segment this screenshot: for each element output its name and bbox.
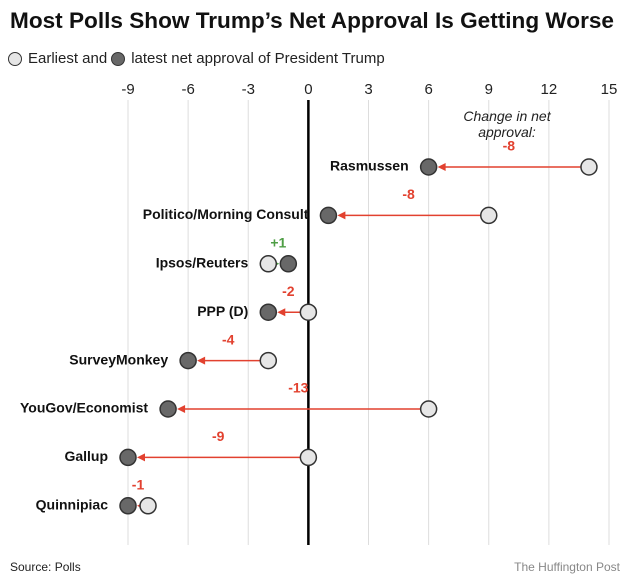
category-label: YouGov/Economist (20, 400, 148, 416)
category-label: Rasmussen (330, 158, 409, 174)
x-tick-label: 6 (424, 81, 432, 98)
x-tick-label: 15 (601, 81, 618, 98)
latest-dot (119, 448, 137, 467)
change-label: -13 (288, 380, 308, 396)
x-tick-label: 3 (364, 81, 372, 98)
latest-dot (419, 158, 438, 176)
category-label: Politico/Morning Consult (143, 206, 309, 222)
earliest-dot (259, 255, 278, 273)
arrow-head (177, 405, 186, 413)
category-label: PPP (D) (197, 303, 248, 319)
change-label: -9 (212, 428, 225, 444)
category-label: Quinnipiac (36, 497, 109, 513)
earliest-dot (259, 351, 278, 370)
latest-dot (319, 206, 338, 225)
latest-dot (159, 400, 177, 418)
change-label: -8 (402, 186, 415, 202)
legend-swatch (8, 51, 22, 66)
arrow-head (197, 356, 206, 365)
earliest-dot (419, 400, 438, 418)
legend: Earliest and latest net approval of Pres… (8, 50, 389, 67)
change-label: +1 (270, 235, 286, 251)
latest-dot (179, 351, 197, 370)
chart-title: Most Polls Show Trump’s Net Approval Is … (10, 8, 614, 33)
change-label: -8 (503, 138, 516, 154)
earliest-dot (299, 303, 318, 321)
x-tick-label: -3 (242, 81, 255, 98)
earliest-dot (299, 448, 318, 467)
category-label: SurveyMonkey (69, 351, 168, 367)
change-label: -4 (222, 331, 235, 347)
change-label: -1 (132, 477, 145, 493)
latest-dot (279, 255, 298, 273)
change-label: -2 (282, 283, 295, 299)
arrow-head (137, 453, 145, 462)
x-tick-label: 12 (541, 81, 558, 98)
annotation: Change in net approval: (463, 108, 551, 140)
latest-dot (119, 497, 137, 515)
x-tick-label: -6 (181, 81, 194, 98)
latest-dot (259, 303, 278, 321)
credit: The Huffington Post (514, 560, 620, 574)
source: Source: Polls (10, 560, 81, 574)
earliest-dot (139, 497, 157, 515)
category-label: Gallup (64, 448, 108, 464)
arrow-head (337, 211, 346, 220)
legend-label: Earliest and (28, 50, 108, 67)
x-tick-label: 9 (485, 81, 493, 98)
category-label: Ipsos/Reuters (156, 255, 249, 271)
x-tick-label: -9 (121, 81, 134, 98)
legend-swatch (111, 51, 126, 66)
x-tick-label: 0 (304, 81, 312, 98)
arrow-head (277, 308, 286, 317)
arrow-head (437, 163, 446, 171)
legend-label: latest net approval of President Trump (131, 50, 385, 67)
earliest-dot (580, 158, 598, 176)
earliest-dot (480, 206, 498, 225)
